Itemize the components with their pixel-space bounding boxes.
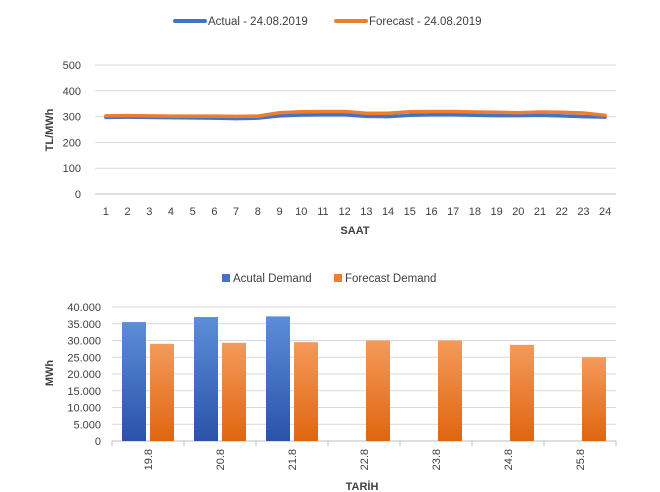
forecast-demand-bar (366, 340, 390, 441)
line-x-tick-label: 11 (317, 206, 328, 218)
bar-y-tick-label: 0 (95, 436, 101, 448)
bar-x-tick-label: 25.8 (575, 449, 587, 470)
bar-y-tick-label: 35.000 (67, 319, 101, 331)
line-y-tick-label: 400 (63, 86, 81, 98)
forecast-demand-bar (150, 343, 174, 441)
bar-y-tick-label: 10.000 (67, 403, 101, 415)
line-x-tick-label: 9 (276, 206, 282, 218)
forecast-demand-bar (510, 344, 534, 441)
line-y-tick-label: 200 (63, 137, 81, 149)
price-line-chart: Actual - 24.08.2019 Forecast - 24.08.201… (44, 16, 616, 237)
line-x-tick-label: 13 (360, 206, 372, 218)
line-x-tick-label: 10 (295, 206, 307, 218)
line-x-tick-label: 4 (168, 206, 174, 218)
forecast-demand-bar (438, 340, 462, 441)
forecast-price-line (104, 109, 607, 119)
actual-demand-bar (194, 317, 218, 441)
line-x-tick-label: 18 (469, 206, 481, 218)
line-x-axis-title: SAAT (340, 225, 369, 237)
bar-y-axis-title: MWh (44, 360, 56, 387)
legend-label-forecast: Forecast - 24.08.2019 (369, 16, 482, 28)
bar-y-tick-label: 15.000 (67, 386, 101, 398)
forecast-demand-bar (294, 342, 318, 441)
line-y-tick-label: 300 (63, 112, 81, 124)
bar-x-tick-label: 19.8 (143, 449, 155, 470)
forecast-demand-bar (582, 357, 606, 441)
line-y-tick-label: 500 (63, 60, 81, 72)
line-x-tick-label: 2 (125, 206, 131, 218)
bar-y-tick-label: 5.000 (73, 419, 101, 431)
bar-legend: Acutal Demand Forecast Demand (222, 273, 436, 285)
bar-y-tick-label: 20.000 (67, 369, 101, 381)
actual-demand-bar (122, 322, 146, 441)
line-x-tick-label: 8 (255, 206, 261, 218)
line-x-tick-label: 20 (512, 206, 524, 218)
bar-y-tick-label: 40.000 (67, 302, 101, 314)
line-x-tick-label: 21 (534, 206, 546, 218)
legend-swatch-actual-demand (222, 274, 230, 282)
line-x-tick-label: 7 (233, 206, 239, 218)
forecast-demand-bar (222, 342, 246, 441)
bar-x-axis-title: TARİH (346, 480, 379, 492)
line-x-tick-label: 16 (425, 206, 437, 218)
line-x-tick-label: 3 (146, 206, 152, 218)
line-x-tick-label: 22 (556, 206, 568, 218)
line-x-tick-label: 1 (103, 206, 109, 218)
actual-price-line (104, 113, 607, 121)
line-y-tick-label: 0 (75, 189, 81, 201)
bar-x-tick-label: 24.8 (503, 449, 515, 470)
bar-x-tick-label: 20.8 (215, 449, 227, 470)
line-x-tick-label: 14 (382, 206, 394, 218)
line-y-tick-label: 100 (63, 163, 81, 175)
line-legend: Actual - 24.08.2019 Forecast - 24.08.201… (173, 16, 482, 28)
line-x-tick-label: 12 (339, 206, 351, 218)
bar-x-tick-label: 21.8 (287, 449, 299, 470)
line-x-tick-label: 17 (447, 206, 459, 218)
line-x-tick-label: 5 (190, 206, 196, 218)
line-x-tick-label: 6 (211, 206, 217, 218)
bar-x-tick-label: 23.8 (431, 449, 443, 470)
bar-x-tick-label: 22.8 (359, 449, 371, 470)
legend-swatch-forecast-demand (334, 274, 342, 282)
line-x-tick-label: 15 (404, 206, 416, 218)
legend-label-actual: Actual - 24.08.2019 (208, 16, 308, 28)
line-x-tick-label: 23 (577, 206, 589, 218)
bar-y-tick-label: 25.000 (67, 352, 101, 364)
legend-label-forecast-demand: Forecast Demand (345, 273, 436, 285)
line-x-tick-label: 19 (490, 206, 502, 218)
bar-y-tick-label: 30.000 (67, 336, 101, 348)
demand-bar-chart: Acutal Demand Forecast Demand 0 5.000 10.0… (44, 273, 617, 492)
line-x-tick-label: 24 (599, 206, 611, 218)
line-y-axis-title: TL/MWh (44, 108, 56, 151)
actual-demand-bar (266, 316, 290, 441)
legend-label-actual-demand: Acutal Demand (233, 273, 312, 285)
